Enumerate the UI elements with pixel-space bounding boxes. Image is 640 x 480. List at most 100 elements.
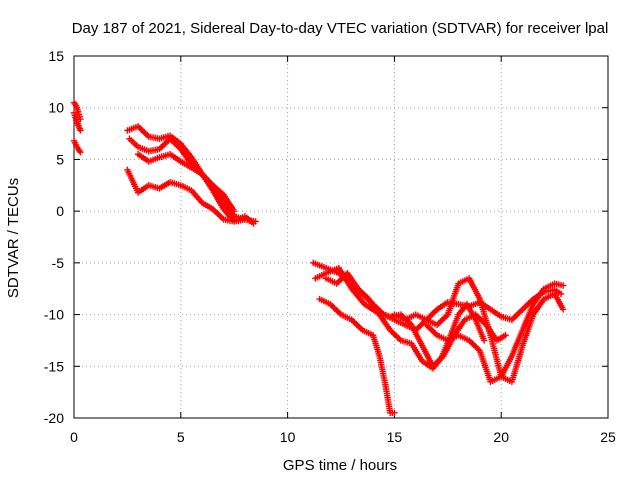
data-point-fill <box>409 342 425 363</box>
data-point-fill <box>233 214 246 224</box>
data-point-fill <box>447 313 461 339</box>
data-point-fill <box>128 137 140 149</box>
data-point <box>557 290 565 298</box>
data-point <box>391 409 398 417</box>
data-point-fill <box>510 307 525 322</box>
data-point-fill <box>509 328 525 358</box>
data-point-fill <box>467 338 482 353</box>
data-point-fill <box>75 111 83 120</box>
data-point-fill <box>71 112 79 121</box>
data-point-fill <box>211 207 226 222</box>
data-point <box>480 337 488 344</box>
data-point-fill <box>361 327 375 338</box>
x-tick-labels: 0 5 10 15 20 25 <box>70 429 616 445</box>
data-point-fill <box>553 280 565 289</box>
data-point-fill <box>324 265 340 276</box>
x-tick-label: 25 <box>600 429 616 445</box>
data-point-fill <box>73 118 81 127</box>
series-track-c <box>70 137 84 156</box>
data-point-fill <box>168 137 183 151</box>
data-point-fill <box>75 123 83 132</box>
data-point-fill <box>464 302 478 322</box>
data-point-fill <box>477 349 494 383</box>
y-tick-label: -10 <box>44 307 64 323</box>
x-tick-label: 0 <box>70 429 78 445</box>
data-point-fill <box>388 328 403 343</box>
data-point-fill <box>345 271 361 291</box>
data-point-fill <box>468 299 481 309</box>
data-point-fill <box>435 312 450 327</box>
data-point <box>559 282 567 289</box>
data-point-fill <box>318 296 332 307</box>
data-point-fill <box>553 287 563 296</box>
data-point-fill <box>457 276 471 286</box>
data-point <box>250 220 257 227</box>
series-track-f <box>134 151 249 225</box>
x-tick-label: 10 <box>280 429 296 445</box>
data-point-fill <box>520 297 535 312</box>
y-tick-label: 10 <box>48 100 64 116</box>
data-point <box>519 306 526 313</box>
data-point-fill <box>424 323 439 337</box>
data-point-fill <box>377 313 393 332</box>
data-point-fill <box>436 333 449 343</box>
data-point-fill <box>419 344 436 368</box>
data-point-fill <box>126 123 140 133</box>
data-point-fill <box>221 199 237 218</box>
data-point-fill <box>190 165 204 177</box>
data-point-fill <box>147 154 161 164</box>
series-track-a <box>70 99 84 123</box>
data-point <box>77 115 84 123</box>
data-point-fill <box>189 189 204 205</box>
data-point-fill <box>178 142 194 159</box>
series-track-m <box>423 280 567 385</box>
plot-frame <box>73 55 609 419</box>
data-point-fill <box>498 354 515 378</box>
y-tick-label: -20 <box>44 410 64 426</box>
data-point-fill <box>500 374 513 384</box>
data-point-fill <box>200 200 215 212</box>
data-point-fill <box>350 318 365 332</box>
data-point-fill <box>414 312 428 322</box>
series-track-l <box>391 275 567 385</box>
x-tick-label: 5 <box>177 429 185 445</box>
data-point-fill <box>125 168 141 194</box>
y-tick-label: -5 <box>52 255 65 271</box>
data-point-fill <box>457 333 471 343</box>
data-point-fill <box>531 297 546 317</box>
y-tick-label: 15 <box>48 48 64 64</box>
data-point-fill <box>210 189 226 211</box>
data-point-fill <box>520 313 536 347</box>
data-point-fill <box>168 152 183 164</box>
grid <box>74 56 608 418</box>
data-point-fill <box>393 312 407 322</box>
data-point-fill <box>425 317 439 328</box>
data-point-fill <box>489 307 503 319</box>
data-point-fill <box>489 374 503 384</box>
y-tick-labels: -20 -15 -10 -5 0 5 10 15 <box>44 48 64 426</box>
data-point-fill <box>376 354 389 388</box>
data-point-fill <box>383 385 393 414</box>
data-point-fill <box>136 183 151 195</box>
data-point-fill <box>520 303 536 332</box>
data-point-fill <box>137 144 150 154</box>
data-point-fill <box>542 291 556 302</box>
data-point-fill <box>324 276 338 286</box>
y-tick-label: 0 <box>56 203 64 219</box>
data-point-fill <box>552 292 566 311</box>
data-point-fill <box>312 260 328 271</box>
data-point <box>77 148 84 156</box>
data-point-fill <box>404 312 417 322</box>
data-point-fill <box>466 277 483 301</box>
data-point-fill <box>158 180 172 191</box>
data-point-fill <box>168 133 183 146</box>
data-point-fill <box>435 300 450 312</box>
data-point-fill <box>531 287 546 306</box>
data-point-fill <box>542 281 556 291</box>
data-point-fill <box>179 183 193 193</box>
data-point-fill <box>200 172 215 192</box>
data-point-fill <box>243 214 255 226</box>
series-track-j <box>316 295 398 417</box>
data-point-fill <box>73 104 81 113</box>
